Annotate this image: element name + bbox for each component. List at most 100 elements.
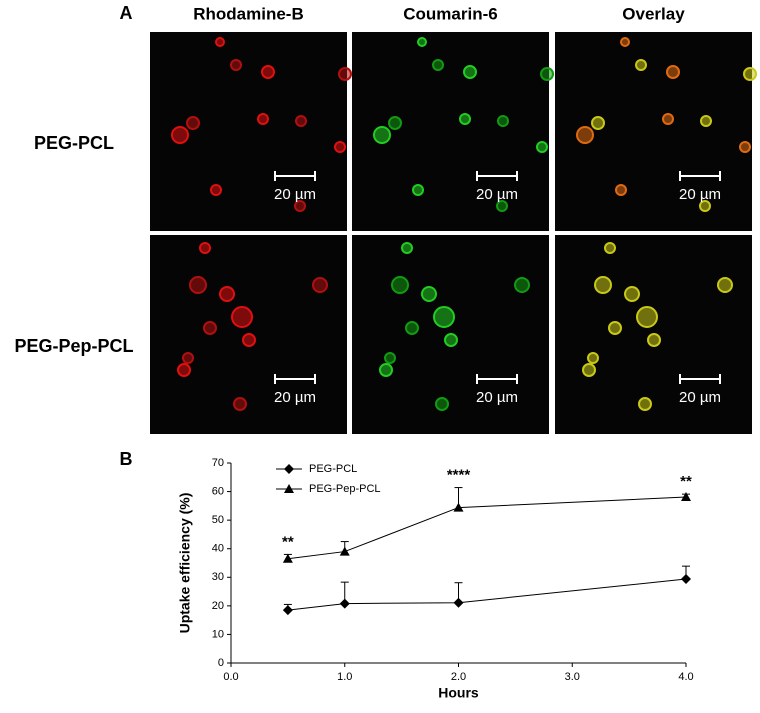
cell <box>496 200 508 212</box>
cell <box>699 200 711 212</box>
cell <box>295 115 307 127</box>
cell <box>594 276 612 294</box>
legend-marker <box>284 484 294 493</box>
significance-label: ** <box>282 533 294 550</box>
cell <box>587 352 599 364</box>
y-tick-label: 40 <box>212 543 224 555</box>
cell <box>536 141 548 153</box>
legend-label: PEG-Pep-PCL <box>309 483 381 495</box>
cell <box>231 306 253 328</box>
y-tick-label: 30 <box>212 571 224 583</box>
y-tick-label: 50 <box>212 514 224 526</box>
significance-label: **** <box>447 467 471 484</box>
cell <box>421 286 437 302</box>
scale-bar-label: 20 µm <box>476 186 518 203</box>
cell <box>647 333 661 347</box>
cell <box>417 37 427 47</box>
cell <box>620 37 630 47</box>
column-header: Overlay <box>622 4 685 23</box>
cell <box>199 242 211 254</box>
cell <box>215 37 225 47</box>
cell <box>405 321 419 335</box>
cell <box>189 276 207 294</box>
cell <box>432 59 444 71</box>
cell <box>182 352 194 364</box>
x-tick-label: 3.0 <box>565 671 580 683</box>
y-tick-label: 10 <box>212 628 224 640</box>
row-label: PEG-Pep-PCL <box>14 336 133 356</box>
cell <box>230 59 242 71</box>
row-label: PEG-PCL <box>34 133 114 153</box>
cell <box>177 363 191 377</box>
scale-bar-label: 20 µm <box>476 389 518 406</box>
cell <box>666 65 680 79</box>
cell <box>171 126 189 144</box>
cell <box>514 277 530 293</box>
x-axis-label: Hours <box>438 685 479 701</box>
data-point <box>453 502 464 512</box>
cell <box>638 397 652 411</box>
legend-label: PEG-PCL <box>309 463 357 475</box>
cell <box>497 115 509 127</box>
cell <box>242 333 256 347</box>
cell <box>412 184 424 196</box>
cell <box>334 141 346 153</box>
y-tick-label: 70 <box>212 457 224 469</box>
cell <box>373 126 391 144</box>
panel-label: A <box>120 3 133 23</box>
significance-label: ** <box>680 473 692 490</box>
column-header: Coumarin-6 <box>403 4 497 23</box>
cell <box>388 116 402 130</box>
cell <box>743 67 757 81</box>
y-tick-label: 60 <box>212 485 224 497</box>
series-line <box>287 496 687 560</box>
cell <box>582 363 596 377</box>
cell <box>257 113 269 125</box>
cell <box>463 65 477 79</box>
cell <box>210 184 222 196</box>
cell <box>540 67 554 81</box>
scale-bar-label: 20 µm <box>274 389 316 406</box>
column-header: Rhodamine-B <box>193 4 304 23</box>
cell <box>261 65 275 79</box>
cell <box>700 115 712 127</box>
scale-bar-label: 20 µm <box>679 186 721 203</box>
x-tick-label: 2.0 <box>451 671 466 683</box>
legend-marker <box>284 464 294 474</box>
cell <box>608 321 622 335</box>
cell <box>624 286 640 302</box>
cell <box>219 286 235 302</box>
cell <box>604 242 616 254</box>
cell <box>186 116 200 130</box>
y-axis-label: Uptake efficiency (%) <box>177 493 193 634</box>
cell <box>233 397 247 411</box>
scale-bar-label: 20 µm <box>274 186 316 203</box>
scale-bar-label: 20 µm <box>679 389 721 406</box>
data-point <box>453 597 464 608</box>
cell <box>391 276 409 294</box>
cell <box>379 363 393 377</box>
x-tick-label: 1.0 <box>337 671 352 683</box>
x-tick-label: 0.0 <box>223 671 238 683</box>
cell <box>444 333 458 347</box>
cell <box>635 59 647 71</box>
cell <box>401 242 413 254</box>
cell <box>312 277 328 293</box>
data-point <box>282 553 293 563</box>
cell <box>615 184 627 196</box>
cell <box>433 306 455 328</box>
data-point <box>339 546 350 556</box>
cell <box>717 277 733 293</box>
y-tick-label: 20 <box>212 600 224 612</box>
data-point <box>681 574 691 584</box>
cell <box>636 306 658 328</box>
panel-label: B <box>120 449 133 469</box>
cell <box>591 116 605 130</box>
x-tick-label: 4.0 <box>678 671 693 683</box>
series-line <box>287 578 687 611</box>
cell <box>576 126 594 144</box>
cell <box>338 67 352 81</box>
cell <box>294 200 306 212</box>
cell <box>384 352 396 364</box>
